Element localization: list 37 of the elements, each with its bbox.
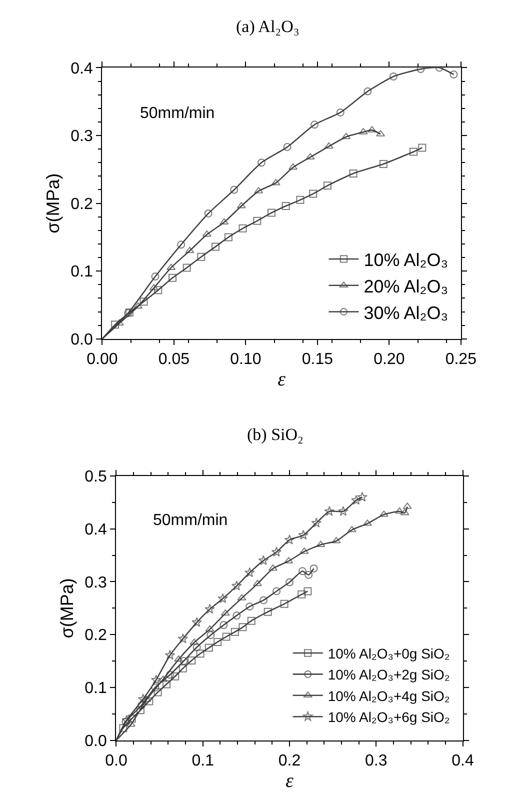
legend-label: 10% Al₂O₃+2g SiO₂ [328,666,450,683]
x-tick-label: 0.10 [230,351,262,368]
legend-label: 10% Al₂O₃+4g SiO₂ [328,688,450,704]
y-tick-label: 0.3 [70,128,93,146]
y-tick-label: 0.2 [70,196,93,213]
legend-label: 10% Al₂O₃ [364,250,448,270]
x-tick-label: 0.00 [86,351,118,368]
y-tick-label: 0.1 [84,680,108,698]
legend-label: 30% Al₂O₃ [364,302,448,323]
x-tick-label: 0.25 [445,351,477,368]
annotation: 50mm/min [153,512,228,529]
y-tick-label: 0.3 [84,574,108,592]
x-tick-label: 0.4 [452,752,474,770]
x-tick-label: 0.3 [365,752,388,770]
y-tick-label: 0.1 [70,264,93,281]
legend-label: 10% Al₂O₃+6g SiO₂ [328,709,450,726]
y-tick-label: 0.0 [84,732,108,750]
annotation: 50mm/min [140,105,215,122]
y-tick-label: 0.4 [70,60,93,78]
y-axis-title: σ(MPa) [42,173,63,234]
x-tick-label: 0.15 [302,351,334,368]
x-axis-title: ε [286,770,294,792]
y-tick-label: 0.2 [84,627,108,644]
chart-title: (b) SiO₂ [247,425,304,444]
y-tick-label: 0.0 [70,332,93,348]
legend-label: 20% Al₂O₃ [364,276,448,296]
y-tick-label: 0.5 [84,468,108,486]
y-axis-title: σ(MPa) [56,578,77,638]
x-tick-label: 0.0 [105,752,128,770]
y-tick-label: 0.4 [84,521,108,538]
x-tick-label: 0.1 [192,752,214,770]
x-tick-label: 0.20 [374,351,405,368]
chart-title: (a) Al₂O₃ [236,17,300,36]
x-tick-label: 0.2 [278,752,301,770]
x-tick-label: 0.05 [158,351,190,368]
legend-label: 10% Al₂O₃+0g SiO₂ [328,645,450,662]
x-axis-title: ε [278,368,286,391]
